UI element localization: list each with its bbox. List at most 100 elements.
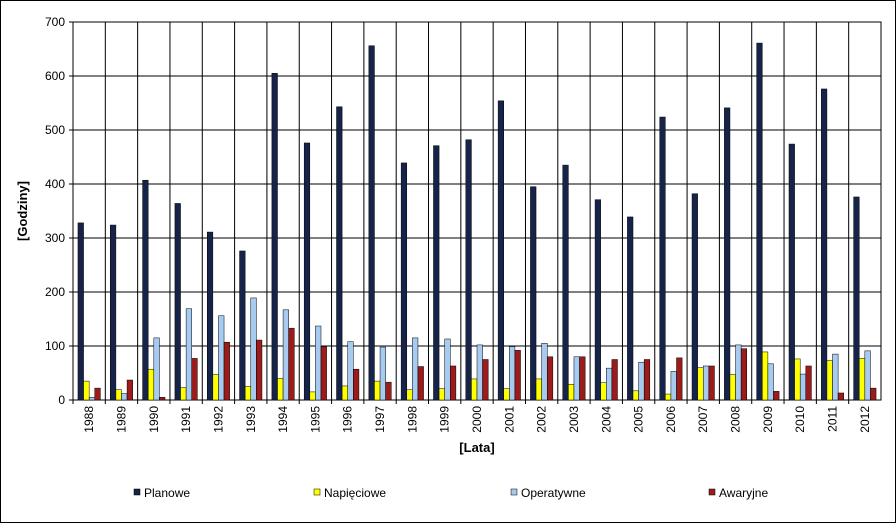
bar-planowe-2011	[821, 88, 828, 401]
x-tick-label: 1995	[308, 406, 322, 433]
bar-napięciowe-1999	[438, 388, 445, 401]
bar-napięciowe-2002	[535, 378, 542, 401]
bar-operatywne-2010	[799, 373, 807, 401]
bar-napięciowe-1991	[180, 387, 187, 401]
bar-awaryjne-2008	[740, 348, 748, 401]
bar-napięciowe-2006	[665, 393, 672, 401]
bar-awaryjne-2004	[611, 359, 618, 401]
bar-planowe-1998	[400, 162, 408, 401]
y-tick-label: 600	[45, 69, 65, 83]
bar-napięciowe-2003	[568, 384, 575, 401]
bar-planowe-2006	[659, 116, 666, 401]
legend-label: Napięciowe	[324, 486, 386, 500]
bar-awaryjne-2001	[514, 350, 521, 401]
x-tick-label: 1994	[276, 406, 290, 433]
bar-awaryjne-1995	[320, 346, 327, 401]
bar-awaryjne-2012	[870, 387, 877, 401]
bar-awaryjne-1992	[223, 341, 230, 401]
bar-awaryjne-1991	[191, 358, 198, 401]
bar-planowe-2007	[691, 193, 698, 401]
bar-napięciowe-1997	[374, 380, 381, 401]
x-tick-label: 2001	[502, 406, 516, 433]
bar-planowe-1997	[368, 45, 375, 401]
bar-operatywne-1992	[218, 315, 225, 401]
bar-operatywne-1995	[315, 325, 322, 401]
bars	[77, 42, 877, 401]
legend-swatch-operatywne	[510, 488, 518, 496]
bar-awaryjne-1998	[417, 366, 424, 401]
bar-planowe-1989	[110, 224, 117, 401]
bar-planowe-1994	[271, 73, 278, 401]
bar-operatywne-1997	[379, 346, 386, 401]
bar-planowe-2012	[853, 196, 860, 401]
bar-napięciowe-1994	[277, 378, 284, 401]
bar-napięciowe-2000	[471, 378, 478, 401]
bar-operatywne-1990	[153, 337, 160, 401]
y-tick-label: 300	[45, 231, 65, 245]
bar-napięciowe-2001	[503, 388, 510, 401]
bar-napięciowe-2008	[729, 374, 736, 401]
bar-operatywne-1998	[412, 337, 419, 401]
bar-napięciowe-1989	[115, 389, 122, 401]
legend: Planowe Napięciowe Operatywne Awaryjne	[133, 486, 768, 500]
x-tick-label: 2010	[793, 406, 807, 433]
bar-awaryjne-2006	[676, 357, 683, 401]
x-tick-label: 1996	[341, 406, 355, 433]
x-tick-label: 2004	[599, 406, 613, 433]
bar-napięciowe-2004	[600, 382, 607, 401]
x-tick-label: 2007	[696, 406, 710, 433]
bar-awaryjne-2007	[708, 365, 715, 401]
x-axis-title: [Lata]	[459, 440, 494, 455]
bar-planowe-1992	[206, 231, 214, 401]
bar-operatywne-2004	[606, 367, 613, 401]
bar-operatywne-2002	[541, 343, 548, 401]
bar-operatywne-2005	[638, 361, 645, 401]
bar-operatywne-2008	[735, 344, 742, 401]
y-tick-label: 700	[45, 15, 65, 29]
bar-operatywne-2006	[670, 371, 677, 401]
y-tick-label: 500	[45, 123, 65, 137]
bar-awaryjne-1988	[94, 387, 101, 401]
x-tick-label: 1997	[373, 406, 387, 433]
x-tick-label: 2002	[535, 406, 549, 433]
bar-awaryjne-2002	[546, 356, 554, 401]
bar-awaryjne-1994	[288, 327, 295, 401]
bar-operatywne-1988	[88, 397, 96, 401]
bar-napięciowe-1993	[244, 386, 252, 401]
bar-napięciowe-1988	[83, 380, 90, 401]
bar-planowe-1988	[77, 222, 84, 401]
legend-label: Planowe	[144, 486, 190, 500]
x-tick-label: 2005	[632, 406, 646, 433]
bar-napięciowe-2007	[697, 367, 704, 401]
bar-awaryjne-2010	[805, 365, 812, 401]
bar-operatywne-1993	[250, 297, 257, 401]
bar-awaryjne-2011	[837, 392, 844, 401]
bar-planowe-2001	[497, 100, 504, 401]
x-tick-label: 1993	[244, 406, 258, 433]
bar-operatywne-2011	[832, 353, 839, 401]
bar-napięciowe-2010	[794, 358, 801, 401]
x-tick-label: 1991	[179, 406, 193, 433]
bar-napięciowe-2009	[762, 351, 769, 401]
y-tick-label: 400	[45, 177, 65, 191]
bar-operatywne-1989	[121, 393, 128, 401]
bar-awaryjne-1996	[353, 368, 360, 401]
y-tick-label: 0	[58, 393, 65, 407]
bar-napięciowe-1996	[341, 385, 348, 401]
bar-operatywne-2000	[476, 344, 483, 401]
bar-awaryjne-1989	[126, 379, 133, 401]
bar-planowe-2005	[627, 216, 634, 401]
bar-napięciowe-1998	[406, 389, 413, 401]
bar-planowe-1999	[433, 145, 440, 401]
bar-awaryjne-2009	[773, 391, 780, 401]
bar-operatywne-1996	[347, 341, 354, 401]
bar-planowe-2002	[530, 186, 537, 401]
bar-operatywne-1991	[185, 308, 192, 401]
bar-awaryjne-2000	[482, 359, 489, 401]
bar-awaryjne-1993	[256, 339, 263, 401]
x-tick-label: 2003	[567, 406, 581, 433]
bar-operatywne-2003	[573, 356, 580, 401]
y-axis-title: [Godziny]	[15, 181, 30, 241]
